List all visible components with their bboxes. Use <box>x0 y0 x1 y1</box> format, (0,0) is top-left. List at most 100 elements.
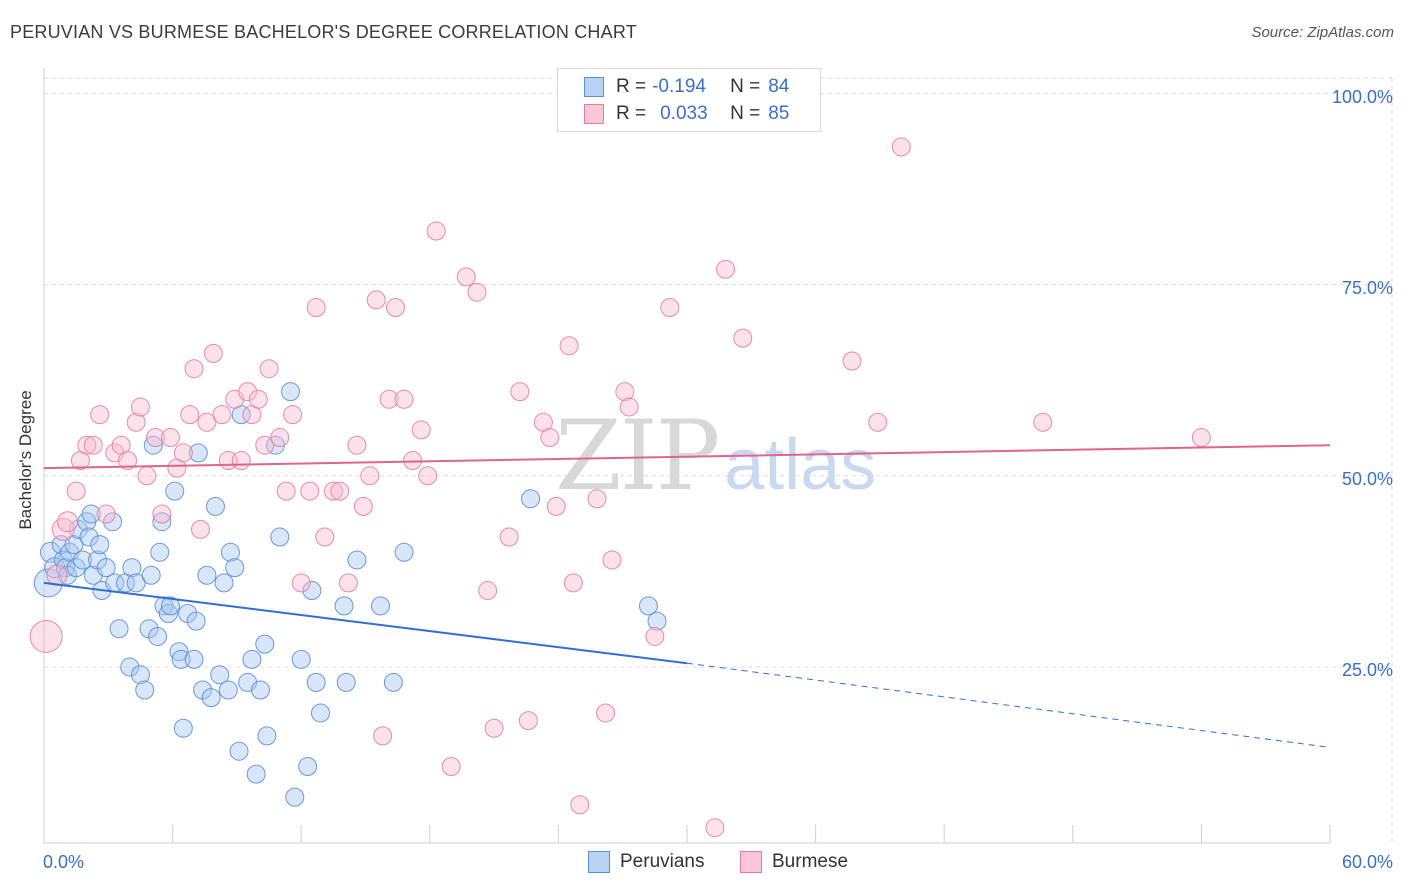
peruvians-point <box>291 649 311 669</box>
peruvians-point <box>201 688 221 708</box>
burmese-point <box>57 511 79 533</box>
burmese-point <box>587 489 607 509</box>
peruvians-point <box>383 672 403 692</box>
burmese-point <box>546 496 566 516</box>
burmese-point <box>137 466 157 486</box>
burmese-point <box>559 336 579 356</box>
burmese-point <box>152 504 172 524</box>
peruvians-point <box>143 435 163 455</box>
peruvians-point <box>79 527 99 547</box>
burmese-point <box>478 581 498 601</box>
peruvians-point <box>165 481 185 501</box>
burmese-point <box>77 435 97 455</box>
peruvians-point <box>169 642 189 662</box>
burmese-point <box>353 496 373 516</box>
burmese-point <box>184 359 204 379</box>
burmese-point <box>145 428 165 448</box>
peruvians-point <box>186 611 206 631</box>
burmese-point <box>96 504 116 524</box>
peruvians-point <box>158 604 178 623</box>
peruvians-point <box>394 542 414 562</box>
burmese-point <box>231 451 251 470</box>
peruvians-point <box>135 680 155 700</box>
peruvians-point <box>521 489 541 509</box>
burmese-point <box>315 527 335 547</box>
burmese-swatch-icon <box>584 104 604 124</box>
peruvians-point <box>141 565 161 585</box>
peruvians-legend-icon <box>588 851 610 873</box>
burmese-r-label: R = <box>616 103 647 124</box>
peruvians-point <box>347 550 367 570</box>
burmese-point <box>118 451 138 470</box>
burmese-point <box>66 481 86 501</box>
burmese-legend-icon <box>740 851 762 873</box>
burmese-point <box>373 726 393 746</box>
burmese-point <box>411 420 431 440</box>
burmese-points <box>29 137 1211 838</box>
burmese-point <box>705 818 725 838</box>
peruvians-swatch-icon <box>584 77 604 97</box>
legend-row-burmese: R = 0.033 N = 85 <box>558 100 789 128</box>
peruvians-point <box>647 611 667 631</box>
peruvians-r-value: -0.194 <box>652 76 706 97</box>
peruvians-point <box>109 619 129 639</box>
burmese-trend-line <box>43 444 1331 470</box>
stats-legend: R = -0.194 N = 84 R = 0.033 N = 85 <box>557 68 821 132</box>
peruvians-n-value: 84 <box>768 76 790 97</box>
burmese-point <box>891 137 911 157</box>
burmese-point <box>418 466 438 486</box>
burmese-n-value: 85 <box>768 103 790 124</box>
peruvians-point <box>90 535 110 555</box>
peruvians-r-label: R = <box>616 76 647 97</box>
burmese-point <box>426 221 446 241</box>
peruvians-point <box>229 741 249 761</box>
burmese-point <box>160 428 180 448</box>
peruvians-point <box>150 542 170 562</box>
peruvians-point <box>81 504 101 524</box>
burmese-point <box>29 619 63 653</box>
burmese-point <box>83 435 103 455</box>
burmese-point <box>645 626 665 646</box>
burmese-point <box>270 428 290 448</box>
chart-title: PERUVIAN VS BURMESE BACHELOR'S DEGREE CO… <box>10 22 637 42</box>
burmese-point <box>126 412 146 432</box>
peruvians-point <box>210 665 230 685</box>
burmese-point <box>1033 412 1053 432</box>
burmese-point <box>868 412 888 432</box>
burmese-point <box>619 397 639 417</box>
legend-item-burmese: Burmese <box>740 851 848 873</box>
burmese-point <box>716 259 736 279</box>
peruvians-point <box>257 726 277 746</box>
peruvians-point <box>148 626 168 646</box>
y-tick-25: 25.0% <box>1341 660 1393 680</box>
peruvians-point <box>285 787 305 807</box>
peruvians-point <box>270 527 290 547</box>
burmese-point <box>190 519 210 539</box>
burmese-point <box>1191 428 1211 448</box>
peruvians-point <box>55 558 75 578</box>
burmese-point <box>130 397 150 417</box>
burmese-point <box>596 703 616 723</box>
burmese-point <box>570 795 590 815</box>
burmese-point <box>366 290 386 310</box>
burmese-point <box>248 389 268 409</box>
burmese-point <box>300 481 320 501</box>
burmese-point <box>563 573 583 593</box>
burmese-point <box>394 389 414 409</box>
burmese-point <box>255 435 275 455</box>
peruvians-point <box>280 382 300 402</box>
peruvians-point <box>173 718 193 738</box>
source-label: Source: ZipAtlas.com <box>1251 24 1394 41</box>
y-tick-50: 50.0% <box>1341 469 1393 489</box>
peruvians-point <box>184 649 204 669</box>
burmese-r-value: 0.033 <box>660 103 708 124</box>
peruvians-point <box>242 649 262 669</box>
burmese-point <box>173 443 193 463</box>
burmese-point <box>540 428 560 448</box>
peruvians-point <box>371 596 391 616</box>
peruvians-point <box>302 581 322 601</box>
peruvians-point <box>103 512 123 532</box>
burmese-point <box>212 405 232 425</box>
burmese-point <box>602 550 622 570</box>
peruvians-point <box>130 665 150 685</box>
